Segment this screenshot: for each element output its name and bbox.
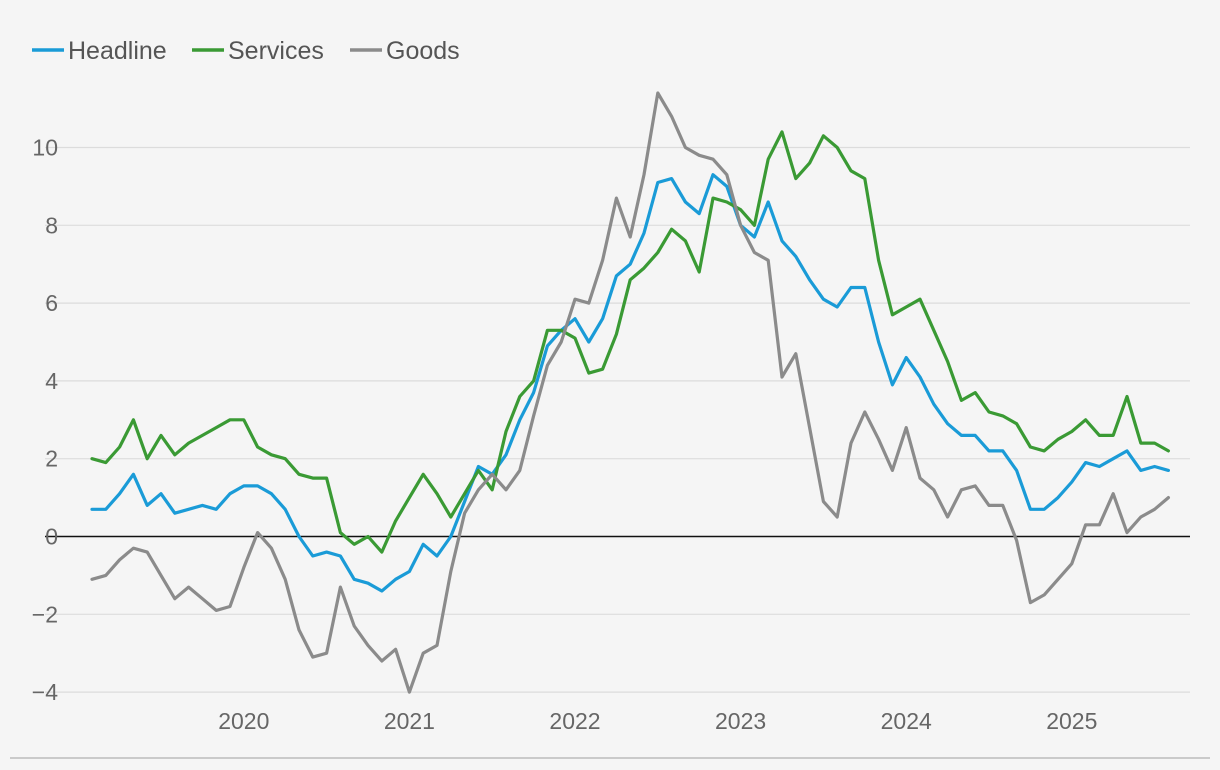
x-tick-label: 2024 (881, 708, 932, 734)
legend-label-goods: Goods (386, 37, 460, 65)
y-axis-ticks: −4 −2 0 2 4 6 8 10 (32, 135, 58, 706)
x-tick-label: 2020 (218, 708, 269, 734)
y-tick-label: 6 (45, 290, 58, 316)
y-tick-label: 0 (45, 524, 58, 550)
x-tick-label: 2022 (549, 708, 600, 734)
y-tick-label: 2 (45, 446, 58, 472)
legend-label-headline: Headline (68, 37, 167, 65)
legend-label-services: Services (228, 37, 324, 65)
y-tick-label: 4 (45, 368, 58, 394)
x-tick-label: 2025 (1046, 708, 1097, 734)
series-line-services (90, 130, 1171, 554)
y-tick-label: −2 (32, 601, 58, 627)
series-lines (90, 91, 1171, 694)
x-tick-label: 2023 (715, 708, 766, 734)
series-line-headline (90, 173, 1171, 593)
x-tick-label: 2021 (384, 708, 435, 734)
y-tick-label: −4 (32, 679, 58, 705)
y-tick-label: 8 (45, 212, 58, 238)
legend: Headline Services Goods (32, 37, 460, 65)
y-tick-label: 10 (32, 135, 58, 161)
x-axis-ticks: 2020 2021 2022 2023 2024 2025 (218, 708, 1097, 734)
series-line-goods (90, 91, 1171, 694)
gridlines (45, 146, 1190, 693)
